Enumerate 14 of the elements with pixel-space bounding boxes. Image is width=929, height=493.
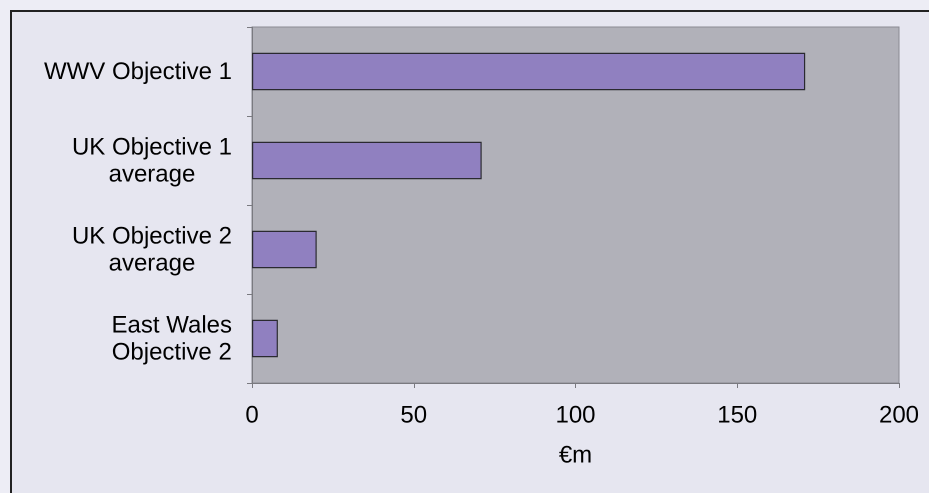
bar (252, 230, 317, 268)
x-tick-label: 100 (555, 402, 596, 428)
y-tick-label: East Wales Objective 2 (112, 312, 232, 366)
bar (252, 52, 806, 90)
x-tick-label: 50 (400, 402, 428, 428)
y-tick-label: UK Objective 1 average (72, 134, 232, 188)
bar (252, 142, 482, 180)
x-axis-title: €m (558, 442, 592, 468)
x-tick-label: 200 (878, 402, 920, 428)
y-tick-label: UK Objective 2 average (72, 222, 232, 276)
y-tick-label: WWV Objective 1 (44, 58, 232, 85)
x-tick-label: 0 (245, 402, 259, 428)
x-tick-label: 150 (717, 402, 758, 428)
bar (252, 320, 278, 358)
